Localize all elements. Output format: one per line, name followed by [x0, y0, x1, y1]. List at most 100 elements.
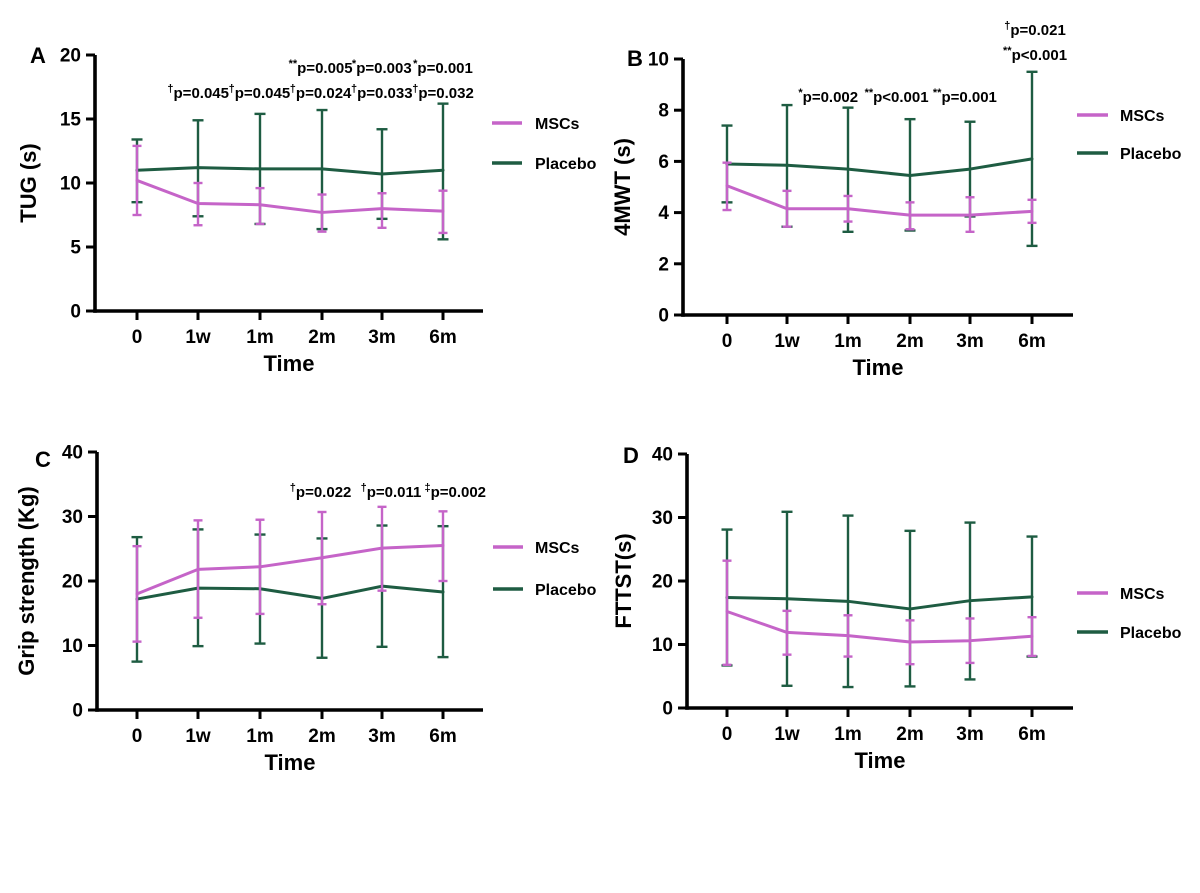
p-value-annotation: †p=0.024 [290, 83, 352, 102]
x-tick-label: 3m [368, 327, 395, 348]
placebo-series [721, 510, 1038, 689]
x-tick-label: 1w [774, 724, 800, 745]
placebo-line [725, 157, 1034, 177]
significance-annotations: †p=0.022 †p=0.011 ‡p=0.002 [290, 482, 486, 501]
x-axis-title: Time [265, 750, 316, 775]
x-tick-label: 1m [246, 327, 273, 348]
placebo-line [135, 584, 445, 601]
mscs-legend-label: MSCs [535, 540, 580, 557]
p-value-annotation: *p=0.003 [352, 58, 412, 77]
p-value-annotation: **p<0.001 [865, 87, 929, 106]
x-tick-label: 2m [896, 331, 923, 352]
y-tick-label: 10 [60, 174, 81, 195]
y-axis-title: TUG (s) [16, 143, 41, 222]
panel-letter: A [30, 43, 46, 68]
p-value-annotation: *p=0.001 [413, 58, 473, 77]
panel-letter: C [35, 447, 51, 472]
x-tick-label: 0 [132, 726, 143, 747]
placebo-legend-label: Placebo [1120, 625, 1182, 642]
x-axis-title: Time [855, 748, 906, 773]
p-value-annotation: **p=0.005 [289, 58, 353, 77]
x-tick-label: 1w [185, 726, 211, 747]
y-tick-label: 30 [652, 508, 673, 529]
y-axis-title: Grip strength (Kg) [14, 486, 39, 675]
p-value-annotation: *p=0.002 [798, 87, 858, 106]
mscs-legend-label: MSCs [1120, 108, 1165, 125]
x-tick-label: 3m [956, 331, 983, 352]
p-value-annotation: †p=0.021 [1004, 20, 1066, 39]
p-value-annotation: ‡p=0.002 [424, 482, 486, 501]
x-tick-label: 0 [722, 724, 733, 745]
x-tick-label: 6m [429, 726, 456, 747]
placebo-legend-label: Placebo [1120, 146, 1182, 163]
x-axis-title: Time [853, 355, 904, 380]
y-tick-label: 6 [658, 152, 669, 173]
y-axis-title: 4MWT (s) [610, 138, 635, 236]
placebo-legend-label: Placebo [535, 156, 597, 173]
mscs-line [135, 544, 445, 596]
x-tick-label: 1m [834, 724, 861, 745]
significance-annotations: †p=0.021**p<0.001*p=0.002 **p<0.001 **p=0.… [798, 20, 1067, 106]
p-value-annotation: **p=0.001 [933, 87, 997, 106]
panel-b: B 0 2 4 6 8 10 4MWT (s) 0 1w 1m 2m 3m 6m Time †p=0.021 *… [600, 0, 1200, 420]
placebo-series [131, 102, 449, 241]
y-tick-label: 40 [62, 443, 83, 464]
x-axis: 0 1w 1m 2m 3m 6m [681, 313, 1073, 352]
panel-d-chart: D 0 10 20 30 40 FTTST(s) 0 1w 1m 2m 3m 6m Time MSCs Pla… [611, 443, 1182, 773]
panel-d: D 0 10 20 30 40 FTTST(s) 0 1w 1m 2m 3m 6m Time MSCs Pla… [600, 420, 1200, 840]
x-tick-label: 2m [896, 724, 923, 745]
p-value-annotation: **p<0.001 [1003, 45, 1067, 64]
y-tick-label: 0 [70, 302, 81, 323]
x-axis: 0 1w 1m 2m 3m 6m [685, 706, 1073, 745]
x-axis-title: Time [264, 351, 315, 376]
x-axis: 0 1w 1m 2m 3m 6m [93, 309, 483, 348]
y-tick-label: 30 [62, 507, 83, 528]
x-tick-label: 1m [246, 726, 273, 747]
x-tick-label: 0 [722, 331, 733, 352]
x-tick-label: 2m [308, 327, 335, 348]
panel-letter: B [627, 46, 643, 71]
x-tick-label: 6m [1018, 724, 1045, 745]
p-value-annotation: †p=0.032 [412, 83, 474, 102]
panel-b-chart: B 0 2 4 6 8 10 4MWT (s) 0 1w 1m 2m 3m 6m Time †p=0.021 *… [610, 20, 1182, 380]
mscs-series [132, 144, 448, 235]
p-value-annotation: †p=0.033 [351, 83, 413, 102]
x-tick-label: 1m [834, 331, 861, 352]
mscs-line [725, 184, 1034, 217]
x-tick-label: 3m [956, 724, 983, 745]
x-tick-label: 3m [368, 726, 395, 747]
y-axis: 0 2 4 6 8 10 [648, 50, 685, 327]
y-tick-label: 40 [652, 445, 673, 466]
panel-a: A 0 5 10 15 20 TUG (s) 0 1w 1m 2m 3m 6m Time **p=0.005… [0, 0, 600, 420]
legend: MSCs Placebo [1077, 108, 1182, 163]
placebo-legend-label: Placebo [535, 582, 597, 599]
y-tick-label: 2 [658, 254, 669, 275]
y-tick-label: 0 [658, 306, 669, 327]
mscs-series [132, 505, 448, 643]
panel-letter: D [623, 443, 639, 468]
p-value-annotation: †p=0.045 [167, 83, 229, 102]
x-tick-label: 1w [774, 331, 800, 352]
y-tick-label: 10 [652, 635, 673, 656]
legend: MSCs Placebo [1077, 586, 1182, 642]
x-tick-label: 2m [308, 726, 335, 747]
y-tick-label: 10 [648, 50, 669, 71]
y-tick-label: 20 [62, 572, 83, 593]
x-tick-label: 6m [1018, 331, 1045, 352]
p-value-annotation: †p=0.045 [229, 83, 291, 102]
placebo-line [135, 166, 445, 176]
x-tick-label: 6m [429, 327, 456, 348]
x-tick-label: 0 [132, 327, 143, 348]
mscs-legend-label: MSCs [535, 116, 580, 133]
p-value-annotation: †p=0.011 [361, 482, 422, 501]
y-tick-label: 20 [60, 46, 81, 67]
mscs-line [135, 178, 445, 214]
y-tick-label: 0 [72, 701, 83, 722]
x-tick-label: 1w [185, 327, 211, 348]
significance-annotations: **p=0.005 *p=0.003 *p=0.001 †p=0.045 †p=0.04… [167, 58, 473, 102]
mscs-series [722, 161, 1037, 234]
x-axis: 0 1w 1m 2m 3m 6m [95, 708, 483, 747]
mscs-series [722, 559, 1037, 667]
y-tick-label: 5 [70, 238, 81, 259]
